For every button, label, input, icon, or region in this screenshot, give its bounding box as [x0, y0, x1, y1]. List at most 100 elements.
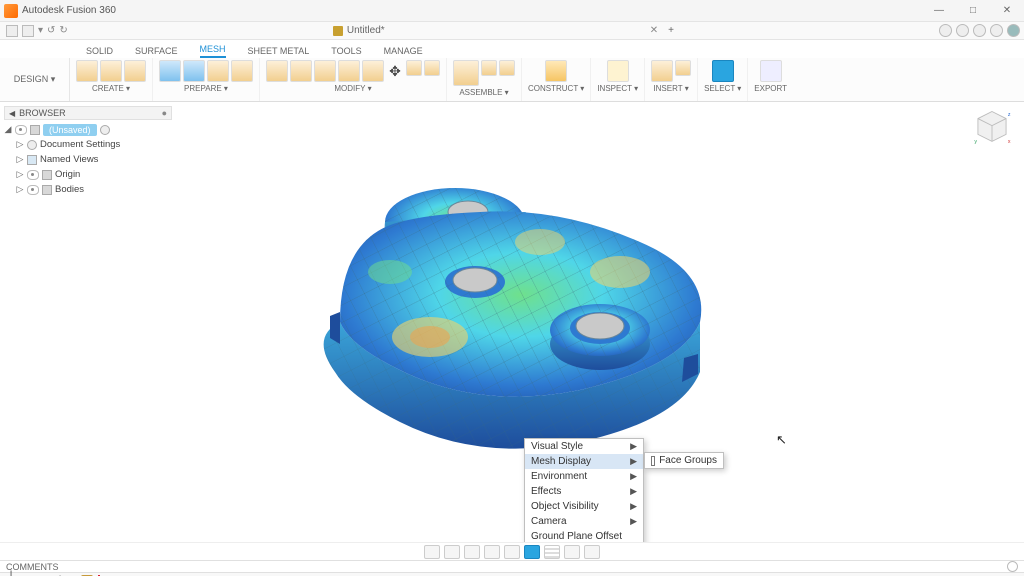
ctx-visual-style[interactable]: Visual Style▶: [525, 439, 643, 454]
export-label[interactable]: EXPORT: [754, 84, 787, 93]
nav-look-icon[interactable]: [444, 545, 460, 559]
modify-tool-4[interactable]: [338, 60, 360, 82]
quick-access-bar: ▾ ↺ ↻ Untitled* ✕ +: [0, 22, 1024, 40]
qat-save-icon[interactable]: [22, 25, 34, 37]
job-status-icon[interactable]: [973, 24, 986, 37]
browser-header[interactable]: ◀ BROWSER ●: [4, 106, 172, 120]
tab-solid[interactable]: SOLID: [86, 44, 113, 58]
nav-grid-icon[interactable]: [544, 545, 560, 559]
modify-tool-7[interactable]: [424, 60, 440, 76]
ctx-camera[interactable]: Camera▶: [525, 514, 643, 529]
assemble-label[interactable]: ASSEMBLE ▾: [459, 88, 508, 97]
inspect-label[interactable]: INSPECT ▾: [597, 84, 638, 93]
prepare-label[interactable]: PREPARE ▾: [184, 84, 228, 93]
ctx-sub-face-groups[interactable]: Face Groups: [645, 453, 723, 468]
select-tool[interactable]: [712, 60, 734, 82]
qat-grid-icon[interactable]: [6, 25, 18, 37]
browser-bodies[interactable]: ▷ Bodies: [4, 182, 172, 197]
assemble-tool-3[interactable]: [499, 60, 515, 76]
checkbox-icon[interactable]: [651, 456, 655, 466]
context-menu: Visual Style▶ Mesh Display▶ Environment▶…: [524, 438, 644, 542]
browser-tree: ◢ (Unsaved) ▷ Document Settings ▷ Named …: [4, 122, 172, 197]
window-close[interactable]: ✕: [990, 5, 1024, 16]
timeline-rewind[interactable]: |◀: [6, 570, 16, 576]
comments-bar[interactable]: COMMENTS: [0, 560, 1024, 572]
export-tool[interactable]: [760, 60, 782, 82]
modify-tool-5[interactable]: [362, 60, 384, 82]
root-gear-icon[interactable]: [100, 125, 110, 135]
construct-label[interactable]: CONSTRUCT ▾: [528, 84, 584, 93]
prepare-tool-2[interactable]: [183, 60, 205, 82]
assemble-tool-1[interactable]: [453, 60, 479, 86]
comments-settings-icon[interactable]: [1007, 561, 1018, 572]
modify-tool-6[interactable]: [406, 60, 422, 76]
ctx-ground-plane[interactable]: Ground Plane Offset: [525, 529, 643, 542]
cursor-icon: ↖: [776, 432, 787, 448]
nav-snap-icon[interactable]: [564, 545, 580, 559]
nav-zoom-icon[interactable]: [484, 545, 500, 559]
eye-icon[interactable]: [15, 125, 27, 135]
insert-label[interactable]: INSERT ▾: [653, 84, 688, 93]
browser-title: BROWSER: [19, 108, 66, 118]
modify-tool-1[interactable]: [266, 60, 288, 82]
ctx-mesh-display[interactable]: Mesh Display▶: [525, 454, 643, 469]
tab-tools[interactable]: TOOLS: [331, 44, 361, 58]
tab-manage[interactable]: MANAGE: [384, 44, 423, 58]
insert-tool-1[interactable]: [651, 60, 673, 82]
construct-tool[interactable]: [545, 60, 567, 82]
browser-named-views[interactable]: ▷ Named Views: [4, 152, 172, 167]
nav-orbit-icon[interactable]: [424, 545, 440, 559]
component-icon: [30, 125, 40, 135]
view-cube[interactable]: z y x: [970, 108, 1014, 152]
prepare-tool-1[interactable]: [159, 60, 181, 82]
select-label[interactable]: SELECT ▾: [704, 84, 741, 93]
ribbon-group-assemble: ASSEMBLE ▾: [447, 58, 522, 101]
tab-mesh[interactable]: MESH: [200, 42, 226, 58]
browser-doc-settings[interactable]: ▷ Document Settings: [4, 137, 172, 152]
help-icon[interactable]: [990, 24, 1003, 37]
modify-label[interactable]: MODIFY ▾: [334, 84, 371, 93]
modify-tool-3[interactable]: [314, 60, 336, 82]
navigation-bar: [0, 542, 1024, 560]
document-close[interactable]: ✕: [650, 25, 658, 36]
user-account-icon[interactable]: [1007, 24, 1020, 37]
document-tab[interactable]: Untitled*: [333, 25, 385, 36]
insert-tool-2[interactable]: [675, 60, 691, 76]
create-tool-1[interactable]: [76, 60, 98, 82]
ctx-object-visibility[interactable]: Object Visibility▶: [525, 499, 643, 514]
pin-icon[interactable]: ●: [162, 108, 167, 118]
viewport[interactable]: ◀ BROWSER ● ◢ (Unsaved) ▷ Document Setti…: [0, 102, 1024, 542]
nav-display-settings[interactable]: [524, 545, 540, 559]
browser-root[interactable]: ◢ (Unsaved): [4, 122, 172, 137]
create-label[interactable]: CREATE ▾: [92, 84, 130, 93]
axis-y: y: [974, 139, 977, 145]
nav-viewports-icon[interactable]: [584, 545, 600, 559]
prepare-tool-3[interactable]: [207, 60, 229, 82]
browser-origin[interactable]: ▷ Origin: [4, 167, 172, 182]
new-document-button[interactable]: +: [668, 25, 674, 36]
nav-fit-icon[interactable]: [504, 545, 520, 559]
modify-tool-2[interactable]: [290, 60, 312, 82]
ctx-environment[interactable]: Environment▶: [525, 469, 643, 484]
tab-surface[interactable]: SURFACE: [135, 44, 178, 58]
extensions-icon[interactable]: [939, 24, 952, 37]
move-tool[interactable]: ✥: [386, 60, 404, 82]
eye-icon[interactable]: [27, 170, 39, 180]
inspect-tool[interactable]: [607, 60, 629, 82]
window-maximize[interactable]: □: [956, 5, 990, 16]
prepare-tool-4[interactable]: [231, 60, 253, 82]
create-tool-2[interactable]: [100, 60, 122, 82]
nav-pan-icon[interactable]: [464, 545, 480, 559]
workspace-switcher[interactable]: DESIGN ▾: [0, 58, 70, 101]
views-icon: [27, 155, 37, 165]
eye-icon[interactable]: [27, 185, 39, 195]
window-minimize[interactable]: —: [922, 5, 956, 16]
ctx-effects[interactable]: Effects▶: [525, 484, 643, 499]
tab-sheet[interactable]: SHEET METAL: [248, 44, 310, 58]
create-tool-3[interactable]: [124, 60, 146, 82]
mesh-body[interactable]: [280, 162, 740, 482]
named-views-label: Named Views: [40, 154, 98, 165]
doc-settings-label: Document Settings: [40, 139, 120, 150]
notifications-icon[interactable]: [956, 24, 969, 37]
assemble-tool-2[interactable]: [481, 60, 497, 76]
